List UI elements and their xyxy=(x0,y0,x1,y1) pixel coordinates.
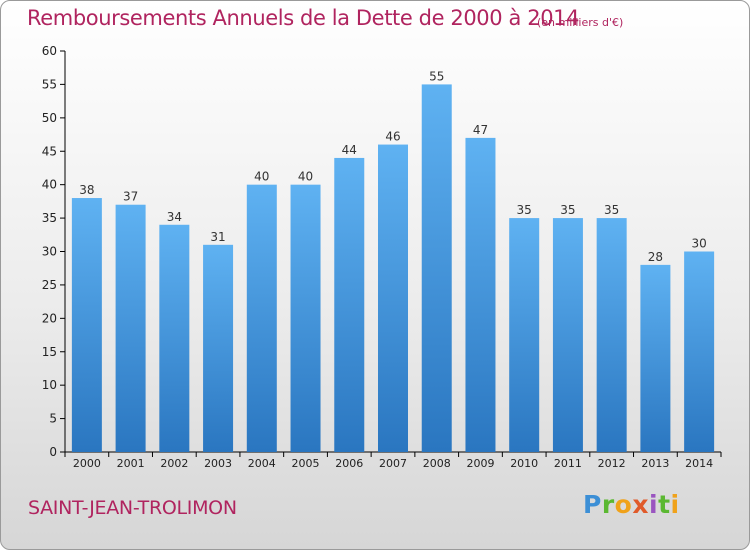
y-tick-label: 25 xyxy=(42,278,57,292)
x-tick-label: 2000 xyxy=(73,457,101,470)
bar-value-label: 37 xyxy=(123,190,138,204)
bar-2005 xyxy=(290,184,321,452)
bar-2009 xyxy=(465,137,496,452)
y-tick-label: 10 xyxy=(42,378,57,392)
y-tick-label: 30 xyxy=(42,245,57,259)
bar-value-label: 38 xyxy=(79,183,94,197)
bar-2013 xyxy=(640,264,671,452)
x-tick-label: 2005 xyxy=(292,457,320,470)
bar-value-label: 40 xyxy=(298,170,313,184)
y-tick-label: 20 xyxy=(42,311,57,325)
x-tick-label: 2014 xyxy=(685,457,713,470)
city-name: SAINT-JEAN-TROLIMON xyxy=(28,497,237,519)
chart-subtitle: (en milliers d'€) xyxy=(537,16,624,29)
bar-chart: 0 5 10 15 20 25 30 35 40 45 50 55 60 38 2000 37 2001 34 2… xyxy=(42,44,722,470)
bar-2014 xyxy=(684,251,715,452)
bar-2006 xyxy=(334,157,365,452)
bar-2004 xyxy=(246,184,277,452)
bar-value-label: 44 xyxy=(342,143,357,157)
chart-title: Remboursements Annuels de la Dette de 20… xyxy=(27,6,580,30)
x-tick-label: 2006 xyxy=(335,457,363,470)
x-tick-label: 2001 xyxy=(117,457,145,470)
y-tick-label: 5 xyxy=(49,412,57,426)
x-tick-label: 2013 xyxy=(641,457,669,470)
x-tick-label: 2007 xyxy=(379,457,407,470)
bar-value-label: 35 xyxy=(560,203,575,217)
bar-value-label: 46 xyxy=(385,130,400,144)
y-tick-label: 50 xyxy=(42,111,57,125)
bar-2000 xyxy=(71,198,102,452)
bar-2011 xyxy=(552,218,583,452)
bar-2002 xyxy=(159,224,190,452)
x-tick-label: 2004 xyxy=(248,457,276,470)
bar-2010 xyxy=(509,218,540,452)
bar-2001 xyxy=(115,204,146,452)
bar-value-label: 47 xyxy=(473,123,488,137)
bar-value-label: 34 xyxy=(167,210,182,224)
y-tick-label: 15 xyxy=(42,345,57,359)
bar-value-label: 35 xyxy=(604,203,619,217)
bar-value-label: 40 xyxy=(254,170,269,184)
bar-2007 xyxy=(378,144,408,453)
x-tick-label: 2009 xyxy=(466,457,494,470)
y-tick-label: 40 xyxy=(42,178,57,192)
x-tick-label: 2010 xyxy=(510,457,538,470)
y-tick-label: 35 xyxy=(42,211,57,225)
x-tick-label: 2012 xyxy=(598,457,626,470)
bar-2008 xyxy=(421,84,452,453)
bar-value-label: 28 xyxy=(648,250,663,264)
bar-value-label: 35 xyxy=(517,203,532,217)
y-tick-label: 60 xyxy=(42,44,57,58)
x-tick-label: 2003 xyxy=(204,457,232,470)
proxiti-logo: Proxiti xyxy=(583,490,680,519)
x-tick-label: 2002 xyxy=(160,457,188,470)
y-tick-label: 55 xyxy=(42,77,57,91)
y-tick-label: 0 xyxy=(49,445,57,459)
bar-2012 xyxy=(596,218,627,452)
x-tick-label: 2008 xyxy=(423,457,451,470)
bar-value-label: 55 xyxy=(429,69,444,83)
x-tick-label: 2011 xyxy=(554,457,582,470)
bar-value-label: 31 xyxy=(210,230,225,244)
y-tick-label: 45 xyxy=(42,144,57,158)
bar-2003 xyxy=(203,244,234,452)
bar-value-label: 30 xyxy=(691,237,706,251)
